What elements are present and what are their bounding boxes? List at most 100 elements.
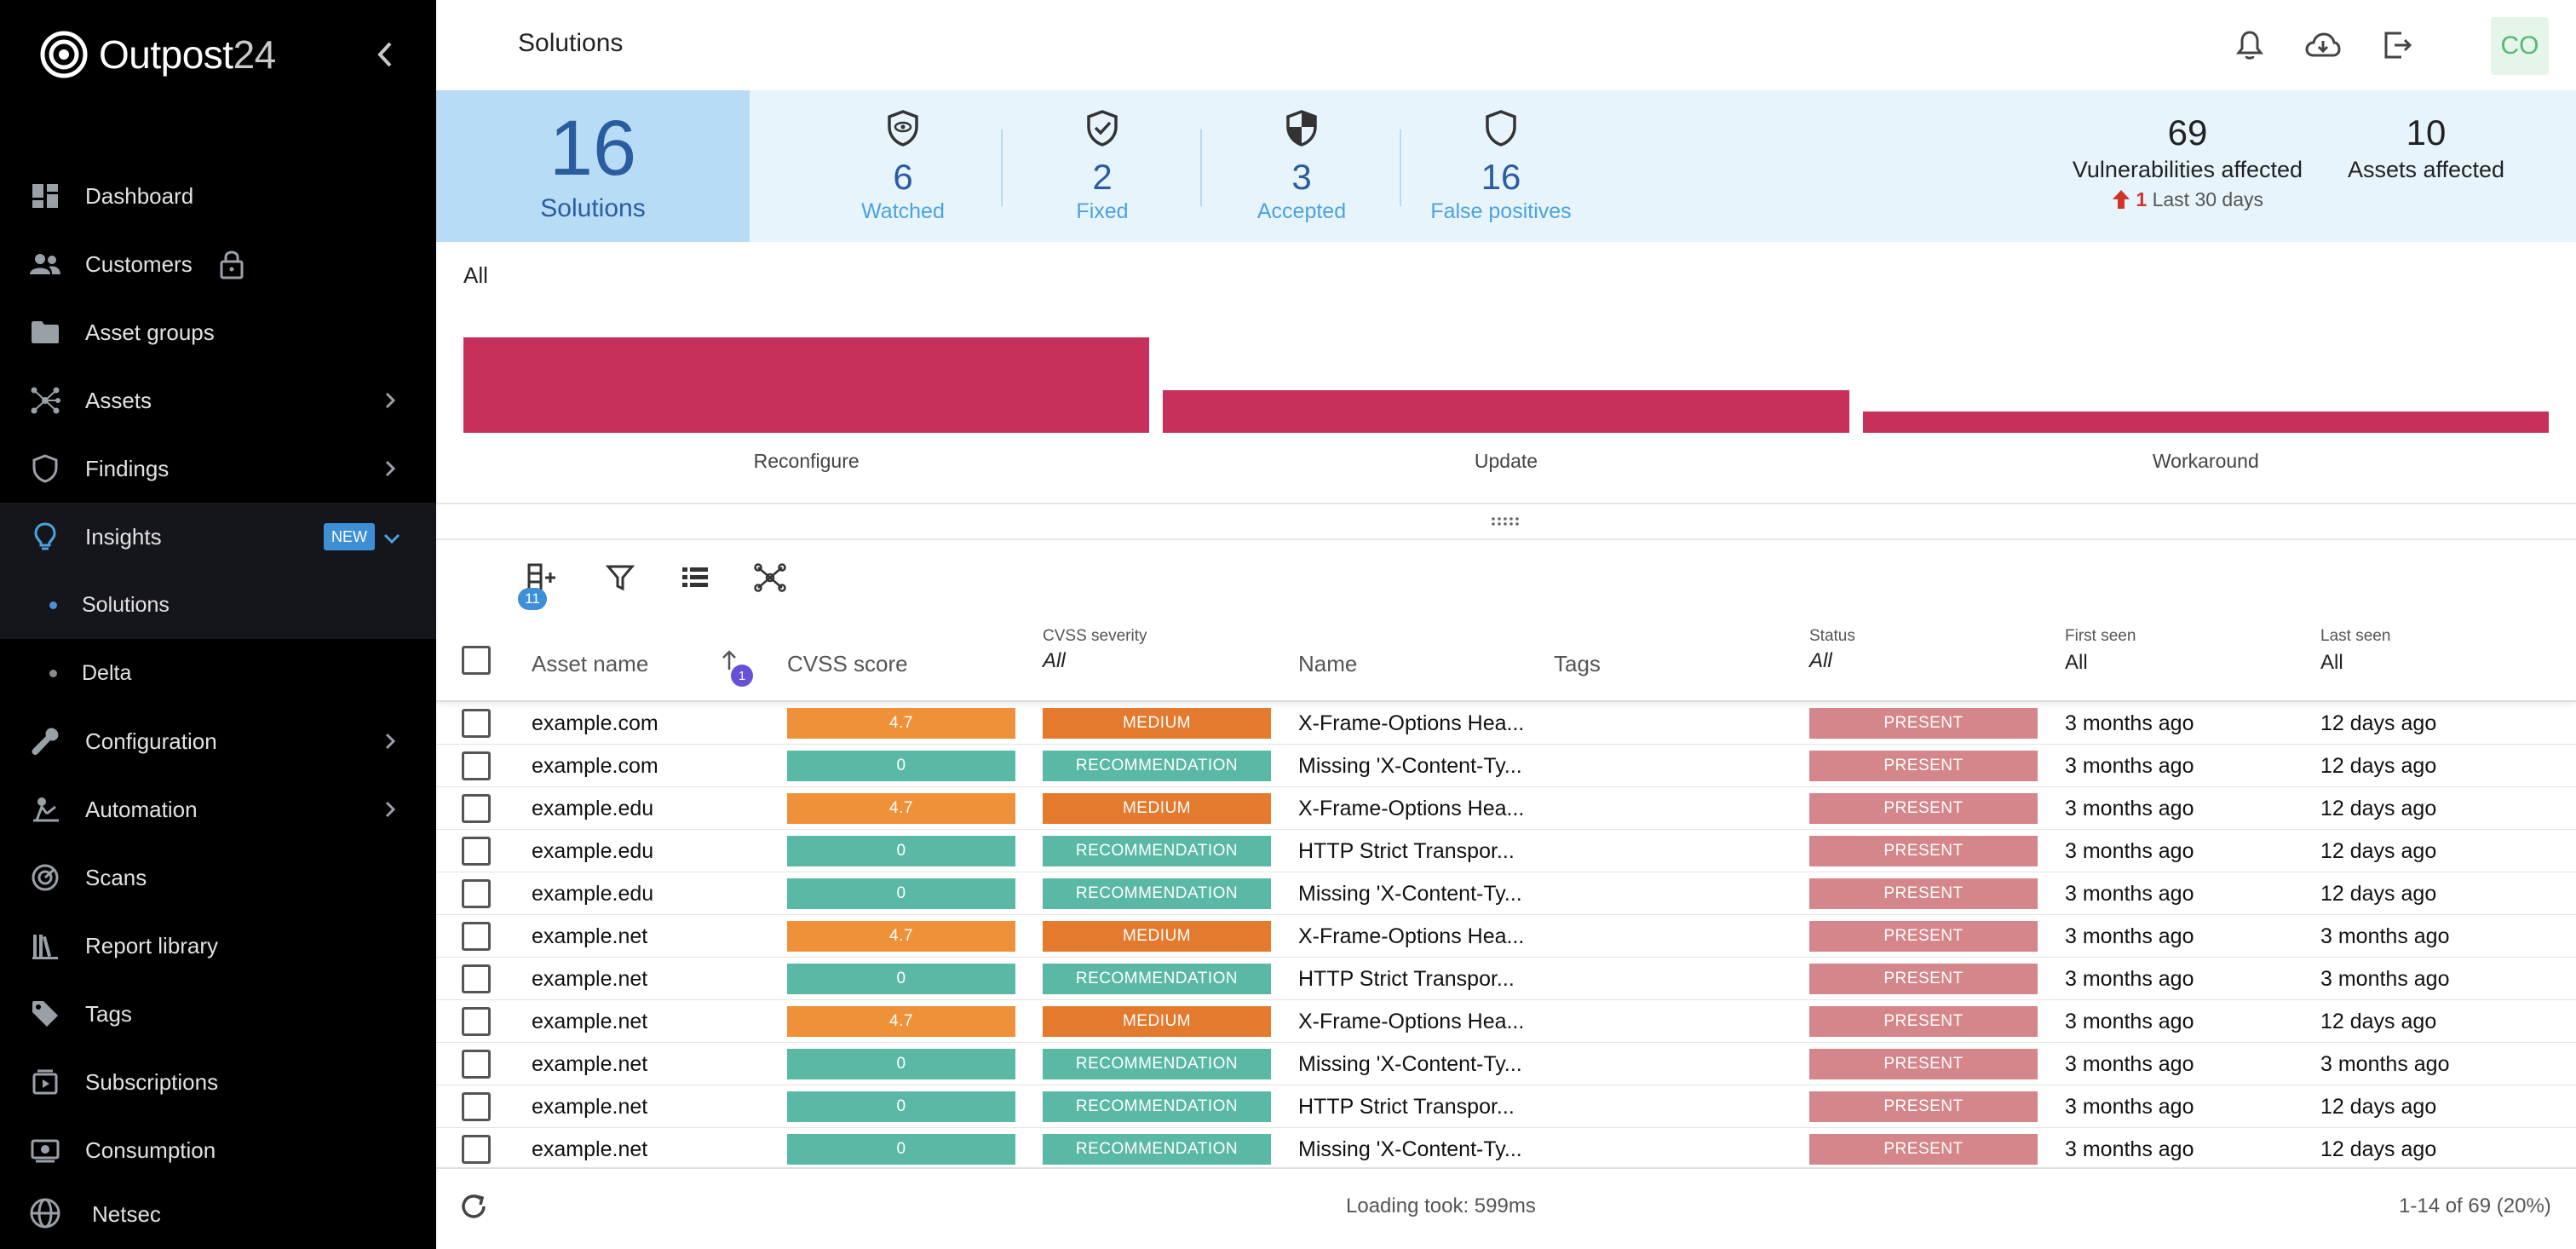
cell-name[interactable]: Missing 'X-Content-Ty... [1298, 1051, 1522, 1076]
filter-button[interactable] [601, 559, 639, 596]
sidebar-item-asset-groups[interactable]: Asset groups [0, 298, 436, 366]
brand-logo[interactable]: Outpost24 [39, 27, 276, 82]
refresh-icon[interactable] [457, 1189, 491, 1223]
cell-name[interactable]: X-Frame-Options Hea... [1298, 1009, 1525, 1033]
sidebar-item-scans[interactable]: Scans [0, 843, 436, 912]
column-first-seen[interactable]: First seen [2065, 627, 2136, 645]
row-checkbox[interactable] [462, 1092, 491, 1121]
cell-name[interactable]: X-Frame-Options Hea... [1298, 924, 1525, 948]
select-all-checkbox[interactable] [462, 646, 491, 675]
stat-watched[interactable]: 6 Watched [818, 90, 988, 242]
chart-title[interactable]: All [463, 262, 488, 288]
table-row[interactable]: example.net 0 RECOMMENDATION HTTP Strict… [436, 1085, 2576, 1128]
collapse-sidebar-button[interactable] [368, 36, 402, 73]
sidebar-item-subscriptions[interactable]: Subscriptions [0, 1048, 436, 1116]
stat-fixed[interactable]: 2 Fixed [1017, 90, 1187, 242]
avatar[interactable]: CO [2491, 17, 2549, 75]
sidebar-item-report-library[interactable]: Report library [0, 912, 436, 980]
table-row[interactable]: example.net 0 RECOMMENDATION HTTP Strict… [436, 958, 2576, 1000]
cell-asset-name[interactable]: example.com [532, 711, 658, 735]
column-cvss-score[interactable]: CVSS score [787, 651, 908, 676]
sidebar-subitem-label: Solutions [82, 592, 170, 617]
sidebar-item-automation[interactable]: Automation [0, 775, 436, 843]
row-checkbox[interactable] [462, 964, 491, 993]
cell-asset-name[interactable]: example.com [532, 753, 658, 778]
cell-asset-name[interactable]: example.edu [532, 838, 654, 863]
cell-name[interactable]: HTTP Strict Transpor... [1298, 966, 1515, 991]
row-checkbox[interactable] [462, 794, 491, 823]
row-checkbox[interactable] [462, 709, 491, 738]
solutions-total[interactable]: 16 Solutions [436, 90, 750, 242]
download-button[interactable] [2303, 26, 2343, 65]
sidebar-item-tags[interactable]: Tags [0, 980, 436, 1048]
column-status[interactable]: Status [1809, 627, 1855, 645]
row-checkbox[interactable] [462, 751, 491, 780]
sidebar-subitem-solutions[interactable]: Solutions [0, 571, 436, 639]
sidebar-item-label: Scans [85, 864, 147, 890]
chart-bar-update[interactable] [1163, 390, 1849, 433]
graph-view-button[interactable] [751, 559, 789, 596]
column-asset-name[interactable]: Asset name [532, 651, 649, 676]
cell-name[interactable]: HTTP Strict Transpor... [1298, 1094, 1515, 1119]
row-checkbox[interactable] [462, 922, 491, 951]
column-name[interactable]: Name [1298, 651, 1358, 676]
table-row[interactable]: example.edu 0 RECOMMENDATION Missing 'X-… [436, 872, 2576, 915]
table-row[interactable]: example.net 0 RECOMMENDATION Missing 'X-… [436, 1128, 2576, 1171]
row-checkbox[interactable] [462, 1135, 491, 1164]
cell-asset-name[interactable]: example.edu [532, 796, 654, 820]
list-icon [682, 567, 708, 587]
table-row[interactable]: example.edu 0 RECOMMENDATION HTTP Strict… [436, 830, 2576, 872]
status-filter[interactable]: All [1809, 649, 1832, 672]
column-tags[interactable]: Tags [1554, 651, 1601, 676]
cell-asset-name[interactable]: example.net [532, 924, 648, 948]
table-row[interactable]: example.net 4.7 MEDIUM X-Frame-Options H… [436, 1000, 2576, 1043]
table-row[interactable]: example.net 0 RECOMMENDATION Missing 'X-… [436, 1043, 2576, 1085]
cell-asset-name[interactable]: example.net [532, 966, 648, 991]
sort-ascending-icon[interactable] [721, 649, 738, 671]
sidebar-item-netsec[interactable]: Netsec [0, 1184, 436, 1244]
table-row[interactable]: example.com 0 RECOMMENDATION Missing 'X-… [436, 745, 2576, 787]
cell-asset-name[interactable]: example.edu [532, 881, 654, 906]
sidebar-item-customers[interactable]: Customers [0, 230, 436, 298]
cell-asset-name[interactable]: example.net [532, 1051, 648, 1076]
cell-name[interactable]: Missing 'X-Content-Ty... [1298, 881, 1522, 906]
cell-asset-name[interactable]: example.net [532, 1094, 648, 1119]
first-seen-filter[interactable]: All [2065, 651, 2088, 674]
sidebar-item-consumption[interactable]: Consumption [0, 1116, 436, 1184]
table-row[interactable]: example.net 4.7 MEDIUM X-Frame-Options H… [436, 915, 2576, 958]
row-checkbox[interactable] [462, 1007, 491, 1036]
stat-label: Accepted [1256, 199, 1347, 223]
row-checkbox[interactable] [462, 1050, 491, 1079]
last-seen-filter[interactable]: All [2320, 651, 2343, 674]
sidebar-item-insights[interactable]: Insights NEW [0, 503, 436, 571]
sidebar-item-findings[interactable]: Findings [0, 435, 436, 503]
sidebar-item-configuration[interactable]: Configuration [0, 707, 436, 775]
row-checkbox[interactable] [462, 837, 491, 866]
cvss-severity-filter[interactable]: All [1043, 649, 1066, 672]
sidebar-subitem-delta[interactable]: Delta [0, 639, 436, 707]
list-view-button[interactable] [676, 559, 714, 596]
cell-name[interactable]: Missing 'X-Content-Ty... [1298, 753, 1522, 778]
chart-bar-reconfigure[interactable] [463, 337, 1150, 433]
column-last-seen[interactable]: Last seen [2320, 627, 2391, 645]
cell-name[interactable]: X-Frame-Options Hea... [1298, 796, 1525, 820]
table-row[interactable]: example.edu 4.7 MEDIUM X-Frame-Options H… [436, 787, 2576, 830]
stat-accepted[interactable]: 3 Accepted [1216, 90, 1387, 242]
table-row[interactable]: example.com 4.7 MEDIUM X-Frame-Options H… [436, 702, 2576, 745]
columns-button[interactable] [525, 559, 562, 596]
cell-name[interactable]: Missing 'X-Content-Ty... [1298, 1137, 1522, 1161]
stat-false-positives[interactable]: 16 False positives [1416, 90, 1586, 242]
row-checkbox[interactable] [462, 879, 491, 908]
cell-name[interactable]: X-Frame-Options Hea... [1298, 711, 1525, 735]
notifications-button[interactable] [2230, 26, 2269, 65]
chart-bar-workaround[interactable] [1862, 412, 2549, 433]
logout-button[interactable] [2378, 26, 2418, 65]
cell-asset-name[interactable]: example.net [532, 1009, 648, 1033]
cell-asset-name[interactable]: example.net [532, 1137, 648, 1161]
sidebar-item-assets[interactable]: Assets [0, 366, 436, 435]
cell-name[interactable]: HTTP Strict Transpor... [1298, 838, 1515, 863]
resize-handle[interactable] [436, 504, 2576, 540]
column-cvss-severity[interactable]: CVSS severity [1043, 627, 1147, 645]
cell-cvss-severity: MEDIUM [1043, 793, 1271, 824]
sidebar-item-dashboard[interactable]: Dashboard [0, 162, 436, 230]
